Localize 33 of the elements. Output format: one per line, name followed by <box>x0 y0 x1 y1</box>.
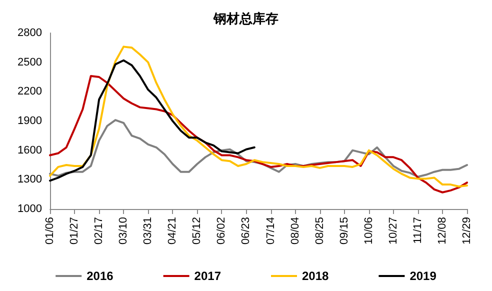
x-tick-label: 10/06 <box>362 217 375 245</box>
x-tick-label: 07/14 <box>264 217 277 245</box>
y-tick-label: 1300 <box>18 174 42 186</box>
legend-label: 2017 <box>194 269 222 283</box>
x-tick-label: 09/15 <box>338 217 350 245</box>
line-series <box>49 46 468 188</box>
x-tick-label: 03/31 <box>142 217 154 245</box>
legend-label: 2016 <box>86 269 114 283</box>
chart-title: 钢材总库存 <box>212 11 278 27</box>
x-tick-label: 10/27 <box>387 217 400 245</box>
line-series <box>49 75 468 194</box>
x-tick-label: 12/08 <box>436 217 448 245</box>
y-tick-label: 1000 <box>18 203 42 215</box>
legend-label: 2018 <box>302 269 330 283</box>
x-tick-label: 08/04 <box>289 217 302 245</box>
legend-label: 2019 <box>410 269 437 283</box>
x-tick-label: 02/17 <box>93 217 106 245</box>
y-tick-label: 1900 <box>18 115 42 127</box>
line-series <box>49 59 256 182</box>
x-tick-label: 11/17 <box>412 217 424 244</box>
x-tick-label: 06/23 <box>240 217 252 245</box>
y-tick-label: 1600 <box>18 144 42 156</box>
y-tick-label: 2200 <box>18 86 42 98</box>
x-tick-label: 05/12 <box>191 217 204 245</box>
y-tick-label: 2500 <box>18 56 42 68</box>
x-tick-label: 06/02 <box>216 217 228 245</box>
x-tick-label: 01/27 <box>68 217 81 245</box>
x-tick-label: 04/21 <box>166 217 179 245</box>
x-tick-label: 12/29 <box>461 217 473 245</box>
x-tick-label: 01/06 <box>44 217 56 245</box>
y-tick-label: 2800 <box>18 27 42 39</box>
x-tick-label: 03/10 <box>118 217 130 245</box>
x-tick-label: 08/25 <box>314 217 326 245</box>
